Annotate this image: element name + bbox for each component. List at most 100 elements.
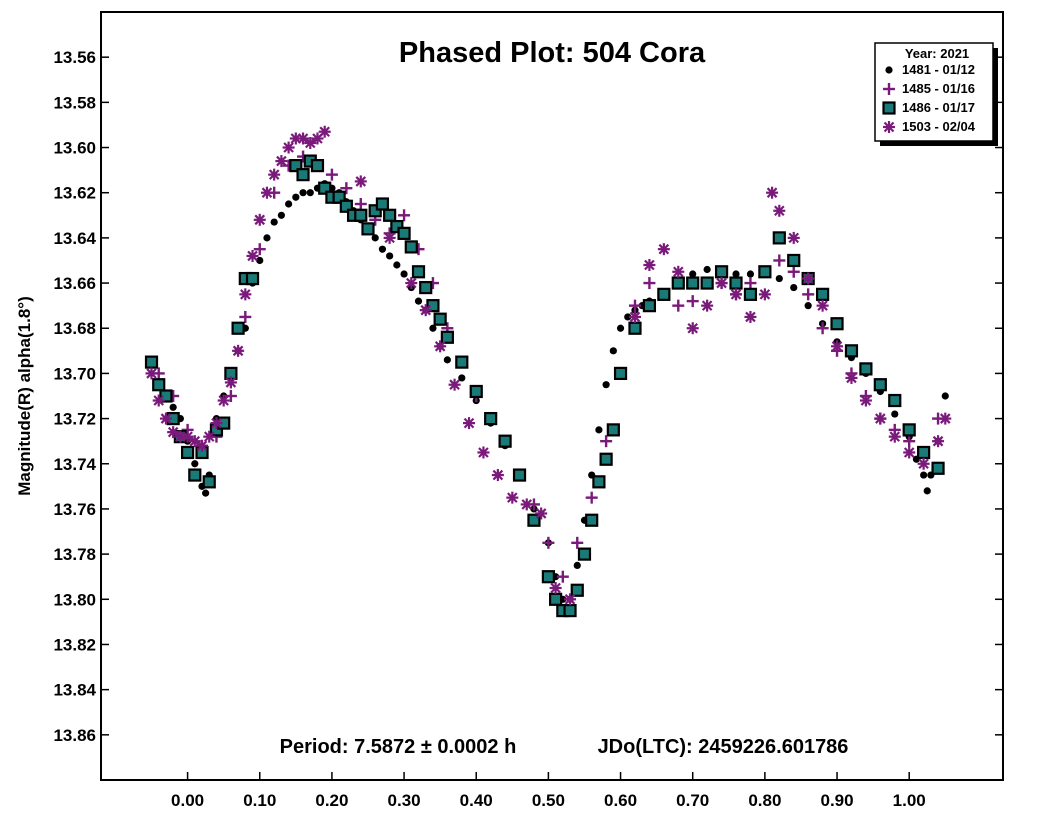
data-point (787, 231, 800, 244)
data-point (643, 277, 656, 290)
series-plus (152, 150, 945, 583)
x-tick-label: 0.40 (460, 791, 493, 810)
data-point (145, 367, 158, 380)
data-point (506, 491, 519, 504)
data-point (375, 197, 390, 211)
data-point (873, 378, 887, 392)
data-point (549, 582, 562, 594)
y-tick-label: 13.72 (53, 410, 96, 429)
series-layer (144, 125, 952, 618)
legend-marker-square (882, 101, 896, 115)
data-point (535, 507, 548, 520)
epoch-annotation: JDo(LTC): 2459226.601786 (598, 736, 849, 758)
data-point (318, 125, 331, 138)
data-point (628, 299, 641, 312)
data-point (923, 487, 931, 495)
x-tick-label: 0.10 (243, 791, 276, 810)
data-point (390, 219, 404, 234)
data-point (701, 299, 714, 312)
data-point (775, 274, 783, 283)
data-point (491, 469, 504, 482)
x-tick-label: 0.20 (315, 791, 348, 810)
data-point (600, 435, 613, 448)
data-point (773, 254, 786, 267)
y-tick-label: 13.58 (53, 93, 96, 112)
data-point (253, 213, 266, 226)
data-point (874, 412, 887, 425)
data-point (202, 489, 210, 497)
data-point (845, 371, 858, 384)
data-point (339, 199, 353, 213)
data-point (231, 321, 245, 335)
data-point (772, 231, 786, 245)
data-point (275, 155, 288, 168)
data-point (318, 181, 332, 195)
data-point (448, 378, 461, 391)
data-point (689, 270, 697, 278)
y-tick-label: 13.76 (53, 500, 96, 519)
data-point (902, 423, 916, 437)
series-asterisk (145, 125, 952, 606)
data-point (354, 208, 368, 222)
x-tick-label: 0.00 (171, 791, 204, 810)
data-point (159, 412, 172, 425)
data-point (260, 186, 273, 199)
data-point (354, 175, 367, 188)
data-point (686, 322, 699, 335)
data-point (903, 446, 916, 459)
plot-frame (100, 11, 1004, 781)
data-point (144, 355, 159, 369)
data-point (386, 252, 394, 260)
data-point (628, 321, 642, 335)
data-point (520, 498, 533, 511)
data-point (939, 412, 952, 425)
data-point (245, 271, 260, 286)
data-point (804, 302, 812, 310)
data-point (405, 277, 418, 290)
legend-entries: 1481 - 01/12 1485 - 01/16 1486 - 01/17 1503… (882, 62, 976, 134)
period-annotation: Period: 7.5872 ± 0.0002 h (280, 736, 517, 758)
data-point (419, 280, 433, 295)
data-point (766, 186, 779, 199)
series-square (144, 154, 945, 618)
data-point (419, 304, 432, 317)
data-point (595, 426, 603, 434)
data-point (202, 475, 216, 489)
data-point (246, 249, 259, 262)
data-point (383, 208, 397, 222)
y-tick-label: 13.80 (53, 590, 96, 609)
data-point (920, 471, 928, 479)
data-point (217, 394, 230, 407)
data-point (606, 423, 620, 437)
data-point (239, 310, 252, 323)
y-tick-label: 13.62 (53, 184, 96, 203)
data-point (180, 445, 195, 460)
data-point (585, 513, 599, 527)
data-point (268, 168, 281, 181)
data-point (477, 446, 490, 459)
x-tick-label: 0.50 (532, 791, 565, 810)
data-point (224, 376, 237, 389)
data-point (787, 265, 800, 278)
y-tick-label: 13.84 (53, 681, 96, 700)
data-point (831, 340, 844, 353)
legend-title: Year: 2021 (905, 46, 969, 61)
data-point (599, 452, 613, 466)
data-point (368, 204, 382, 218)
data-point (616, 324, 625, 332)
data-point (657, 243, 670, 256)
legend-marker-asterisk (883, 121, 895, 133)
data-point (549, 592, 563, 606)
data-point (570, 583, 584, 597)
y-tick-label: 13.66 (53, 274, 96, 293)
data-point (758, 288, 771, 301)
x-tick-label: 0.80 (748, 791, 781, 810)
series-dot (162, 180, 949, 617)
legend-box (874, 42, 994, 142)
data-point (306, 189, 314, 197)
data-point (383, 231, 396, 244)
data-point (730, 288, 743, 301)
y-tick-label: 13.56 (53, 48, 96, 67)
y-tick-label: 13.78 (53, 545, 96, 564)
data-point (816, 299, 829, 312)
